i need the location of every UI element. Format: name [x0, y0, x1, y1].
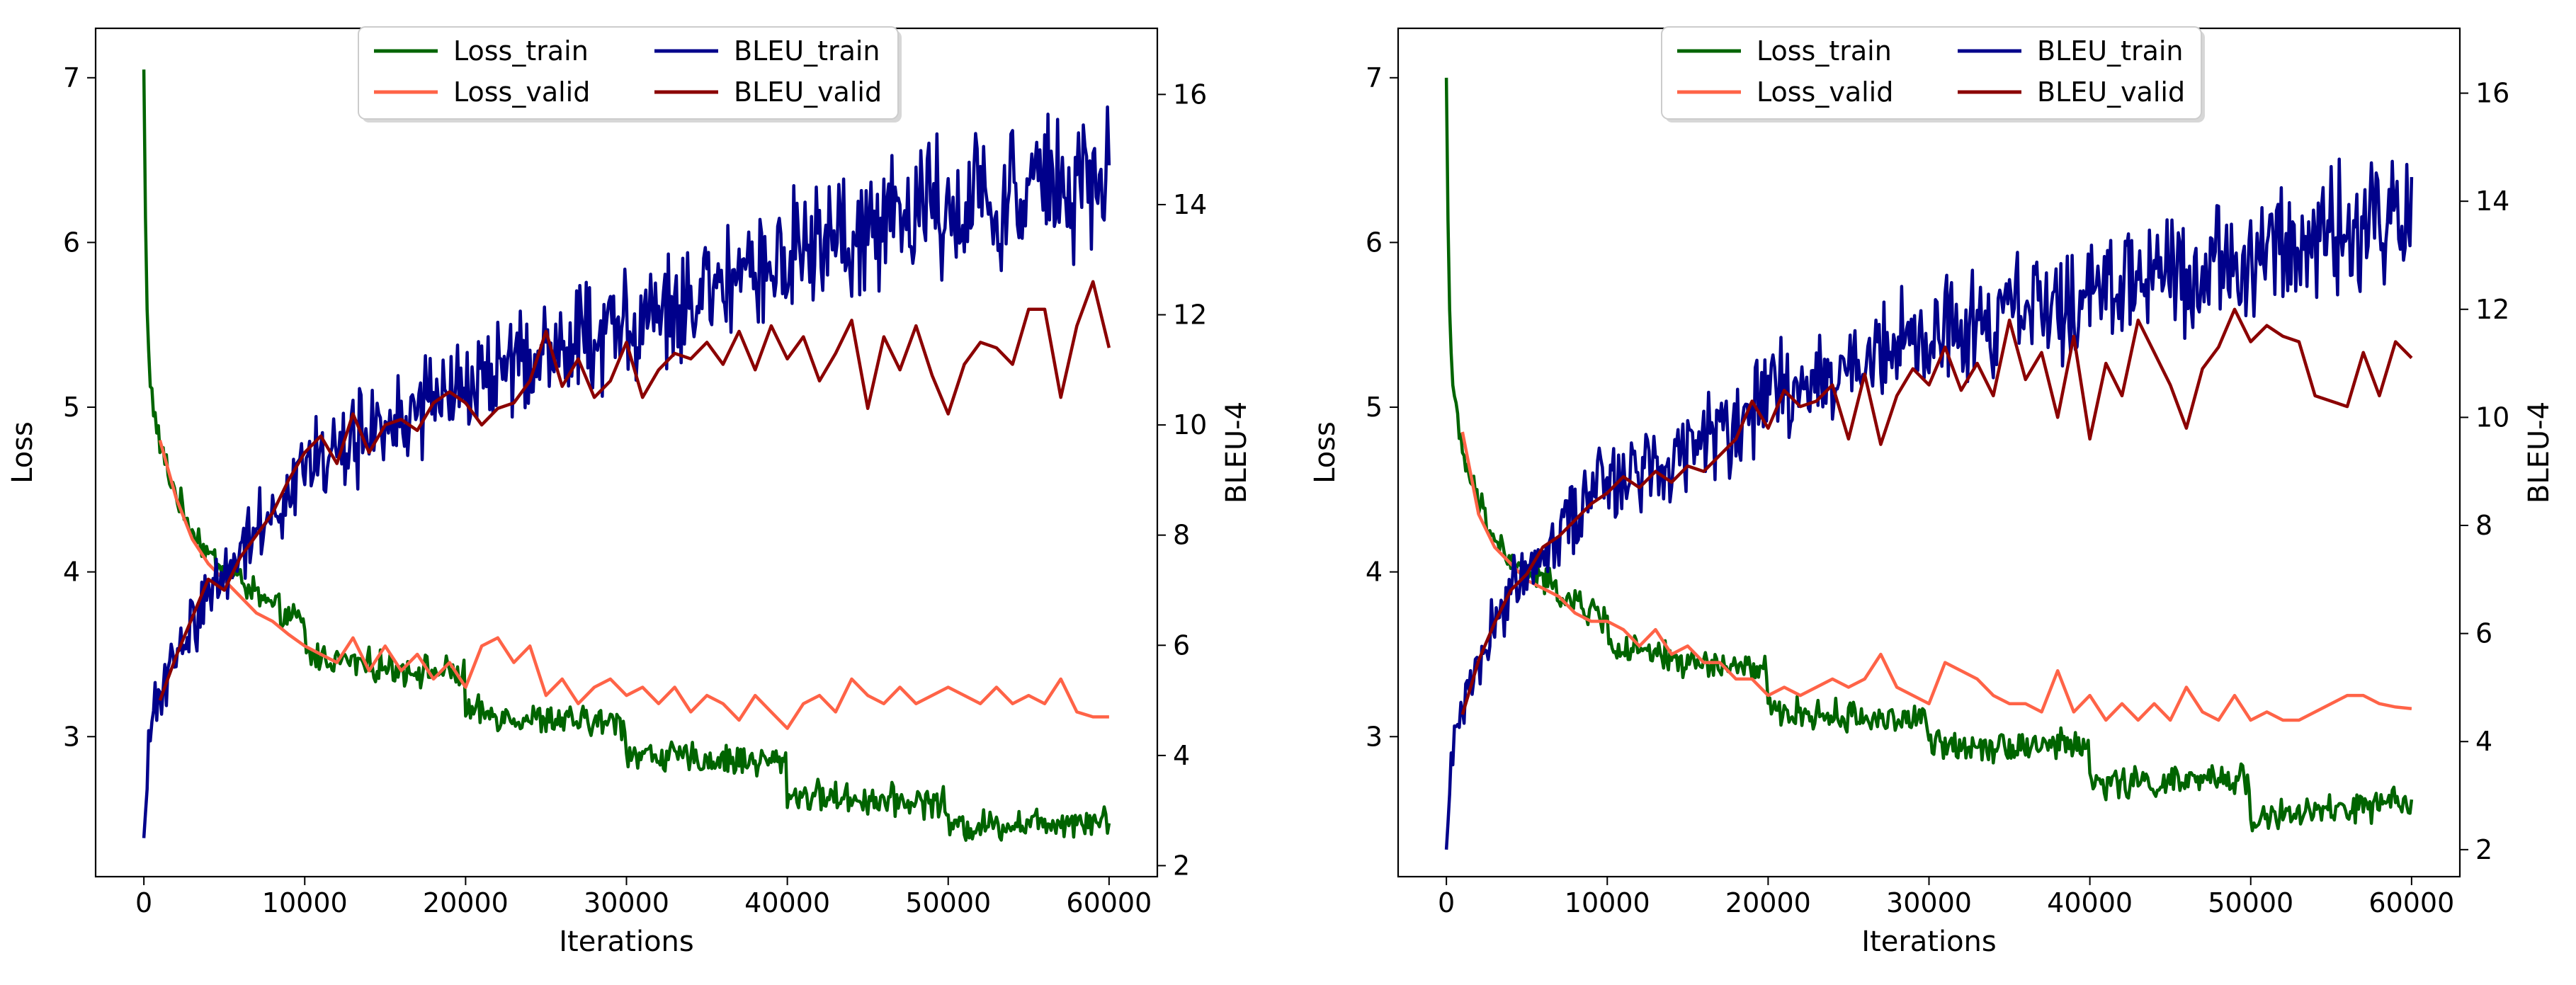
axes-frame [1397, 27, 2461, 878]
y2-tick-label: 14 [2475, 186, 2509, 217]
series-line-loss-train [1444, 77, 2414, 833]
legend: Loss_train Loss_valid BLEU_train BLEU_valid [1661, 26, 2205, 123]
legend-label-loss-train: Loss_train [1757, 35, 1892, 67]
x-tick-label: 0 [1438, 887, 1455, 918]
y2-tick-label: 10 [1173, 409, 1207, 440]
y2-tick-label: 2 [1173, 850, 1190, 881]
x-tick-label: 50000 [2208, 887, 2293, 918]
series-line-loss-valid [158, 439, 1109, 730]
x-tick-label: 60000 [2368, 887, 2454, 918]
y-tick-label: 4 [1366, 557, 1383, 588]
y2-tick-label: 6 [2475, 618, 2492, 649]
x-tick-label: 20000 [1725, 887, 1811, 918]
legend-label-loss-train: Loss_train [453, 35, 589, 67]
y2-axis-label: BLEU-4 [1220, 402, 1253, 503]
y2-axis-label: BLEU-4 [2523, 402, 2555, 503]
y2-tick-label: 4 [1173, 740, 1190, 771]
y-axis-label: Loss [6, 421, 39, 484]
chart-right: 0 10000 20000 30000 40000 50000 60000 3 4 5 6 7 2 4 6 8… [1309, 26, 2555, 958]
series-line-bleu-valid [1460, 307, 2413, 715]
y2-tick-label: 16 [1173, 79, 1207, 110]
plot-area [142, 69, 1111, 842]
y2-tick-label: 10 [2475, 402, 2509, 433]
y2-tick-label: 8 [1173, 520, 1190, 551]
y-tick-label: 7 [1366, 62, 1383, 93]
legend-label-bleu-train: BLEU_train [2037, 35, 2184, 67]
legend-label-bleu-train: BLEU_train [734, 35, 880, 67]
plot-area [1444, 77, 2414, 850]
legend-label-loss-valid: Loss_valid [453, 76, 590, 108]
series-line-loss-train [142, 69, 1111, 842]
y-axis-label: Loss [1309, 421, 1341, 484]
chart-left: 0 10000 20000 30000 40000 50000 60000 3 4 5 6 7 2 4 6 8… [6, 26, 1253, 958]
y2-tick-label: 4 [2475, 726, 2492, 757]
x-tick-label: 0 [135, 887, 152, 918]
y2-tick-label: 12 [1173, 300, 1207, 331]
y-tick-label: 5 [63, 392, 80, 423]
x-tick-label: 30000 [1886, 887, 1972, 918]
series-line-loss-valid [1460, 431, 2412, 722]
y2-tick-label: 16 [2475, 78, 2509, 109]
x-axis-label: Iterations [1861, 926, 1997, 958]
y-tick-label: 3 [63, 721, 80, 752]
x-tick-label: 20000 [423, 887, 509, 918]
series-line-bleu-valid [158, 280, 1111, 701]
y2-tick-label: 6 [1173, 630, 1190, 661]
y2-tick-label: 14 [1173, 189, 1207, 220]
y-tick-label: 6 [63, 227, 80, 258]
x-tick-label: 10000 [1565, 887, 1650, 918]
x-tick-label: 10000 [262, 887, 348, 918]
x-tick-label: 60000 [1066, 887, 1152, 918]
y2-tick-label: 12 [2475, 294, 2509, 325]
y2-tick-label: 2 [2475, 834, 2492, 865]
legend-label-loss-valid: Loss_valid [1757, 76, 1893, 108]
y-tick-label: 4 [63, 557, 80, 588]
x-tick-label: 40000 [744, 887, 830, 918]
legend: Loss_train Loss_valid BLEU_train BLEU_valid [358, 26, 902, 123]
x-tick-label: 40000 [2047, 887, 2133, 918]
y-tick-label: 7 [63, 62, 80, 93]
x-tick-label: 30000 [584, 887, 669, 918]
y2-tick-label: 8 [2475, 510, 2492, 541]
legend-label-bleu-valid: BLEU_valid [734, 76, 882, 108]
y-tick-label: 6 [1366, 227, 1383, 258]
y-tick-label: 3 [1366, 721, 1383, 752]
series-line-bleu-train [142, 105, 1111, 838]
legend-label-bleu-valid: BLEU_valid [2037, 76, 2185, 108]
x-tick-label: 50000 [905, 887, 991, 918]
series-line-bleu-train [1444, 157, 2414, 850]
x-axis-label: Iterations [559, 926, 694, 958]
y-tick-label: 5 [1366, 392, 1383, 423]
